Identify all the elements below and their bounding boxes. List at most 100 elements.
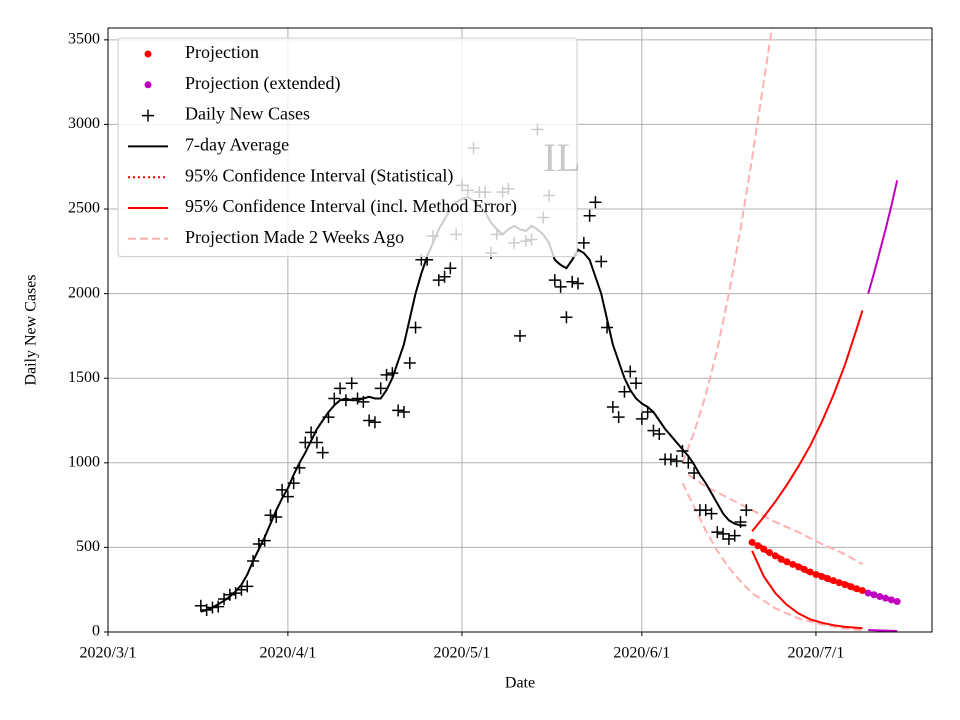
- x-tick-label: 2020/4/1: [259, 645, 316, 662]
- projection-dot: [766, 548, 774, 556]
- axes-frame: [107, 27, 933, 633]
- data-point: [212, 600, 225, 613]
- data-point: [670, 455, 683, 468]
- data-point: [287, 477, 300, 490]
- data-point: [728, 529, 741, 542]
- projection-dot: [800, 565, 808, 573]
- data-point: [374, 382, 387, 395]
- y-axis-label: Daily New Cases: [23, 274, 40, 385]
- series-line: [751, 310, 864, 532]
- data-point: [566, 275, 579, 288]
- y-tick-label: 2500: [68, 200, 100, 217]
- projection-dot: [771, 552, 779, 560]
- data-point: [264, 509, 277, 522]
- data-point: [548, 274, 561, 287]
- x-tick-label: 2020/3/1: [80, 645, 137, 662]
- data-point: [223, 588, 236, 601]
- projection-dot: [876, 592, 884, 600]
- x-tick-label: 2020/6/1: [613, 645, 670, 662]
- data-point: [438, 270, 451, 283]
- data-point: [409, 321, 422, 334]
- data-point: [247, 554, 260, 567]
- projection-dot: [748, 538, 756, 546]
- legend-marker: [144, 50, 152, 58]
- data-point: [572, 277, 585, 290]
- y-tick-label: 2000: [68, 284, 100, 301]
- data-point: [305, 426, 318, 439]
- data-point: [560, 311, 573, 324]
- projection-dot: [812, 570, 820, 578]
- y-tick-label: 3000: [68, 115, 100, 132]
- data-point: [653, 428, 666, 441]
- data-point: [740, 504, 753, 517]
- data-point: [664, 453, 677, 466]
- projection-dot: [858, 587, 866, 595]
- data-point: [276, 483, 289, 496]
- x-tick-label: 2020/5/1: [434, 645, 491, 662]
- projection-dot: [783, 558, 791, 566]
- data-point: [299, 436, 312, 449]
- projection-dot: [841, 581, 849, 589]
- data-point: [310, 436, 323, 449]
- data-point: [368, 416, 381, 429]
- data-point: [514, 329, 526, 342]
- data-point: [624, 365, 637, 378]
- series-line: [687, 473, 863, 566]
- data-point: [322, 411, 335, 424]
- data-point: [281, 490, 294, 503]
- data-point: [635, 412, 648, 425]
- y-tick-label: 1500: [68, 369, 100, 386]
- legend-label: Projection Made 2 Weeks Ago: [185, 227, 404, 247]
- data-point: [397, 406, 410, 419]
- projection-dot: [853, 585, 861, 593]
- legend-label: 95% Confidence Interval (Statistical): [185, 165, 453, 186]
- y-tick-label: 0: [92, 623, 100, 640]
- data-point: [200, 604, 213, 617]
- y-tick-label: 500: [76, 538, 100, 555]
- annotation: IL: [543, 135, 581, 180]
- data-point: [601, 321, 614, 334]
- data-point: [270, 510, 283, 523]
- data-point: [641, 406, 654, 419]
- data-point: [345, 377, 358, 390]
- series-line: [868, 629, 898, 632]
- projection-dot: [882, 594, 890, 602]
- data-point: [676, 444, 689, 457]
- series-line: [681, 28, 773, 464]
- projection-dot: [806, 568, 814, 576]
- legend-box: [117, 37, 578, 258]
- data-point: [334, 382, 347, 395]
- data-point: [705, 507, 718, 520]
- projection-dot: [864, 589, 872, 597]
- projection-dot: [818, 573, 826, 581]
- data-point: [380, 368, 393, 381]
- projection-dot: [893, 598, 901, 606]
- projection-dot: [760, 545, 768, 553]
- legend: Projection Projection (extended) Daily New…: [117, 37, 578, 258]
- data-point: [717, 527, 730, 540]
- data-point: [688, 466, 701, 479]
- data-point: [392, 404, 405, 417]
- legend-label: Daily New Cases: [185, 104, 310, 124]
- projection-dot: [824, 575, 832, 583]
- data-point: [612, 411, 625, 424]
- x-axis-label: Date: [505, 675, 535, 692]
- legend-marker: [142, 109, 154, 122]
- data-point: [403, 356, 416, 369]
- projection-dot: [795, 563, 803, 571]
- x-tick-label: 2020/7/1: [787, 645, 844, 662]
- projection-dot: [754, 542, 762, 550]
- data-point: [293, 461, 306, 474]
- legend-label: 95% Confidence Interval (incl. Method Er…: [185, 196, 517, 217]
- projection-dot: [835, 579, 843, 587]
- data-point: [258, 534, 271, 547]
- data-point: [583, 209, 596, 222]
- data-point: [711, 526, 724, 539]
- series-line: [751, 550, 863, 630]
- projection-dot: [789, 560, 797, 568]
- legend-label: Projection: [185, 42, 259, 62]
- data-point: [577, 236, 590, 249]
- data-point: [206, 601, 219, 614]
- projection-dot: [829, 577, 837, 585]
